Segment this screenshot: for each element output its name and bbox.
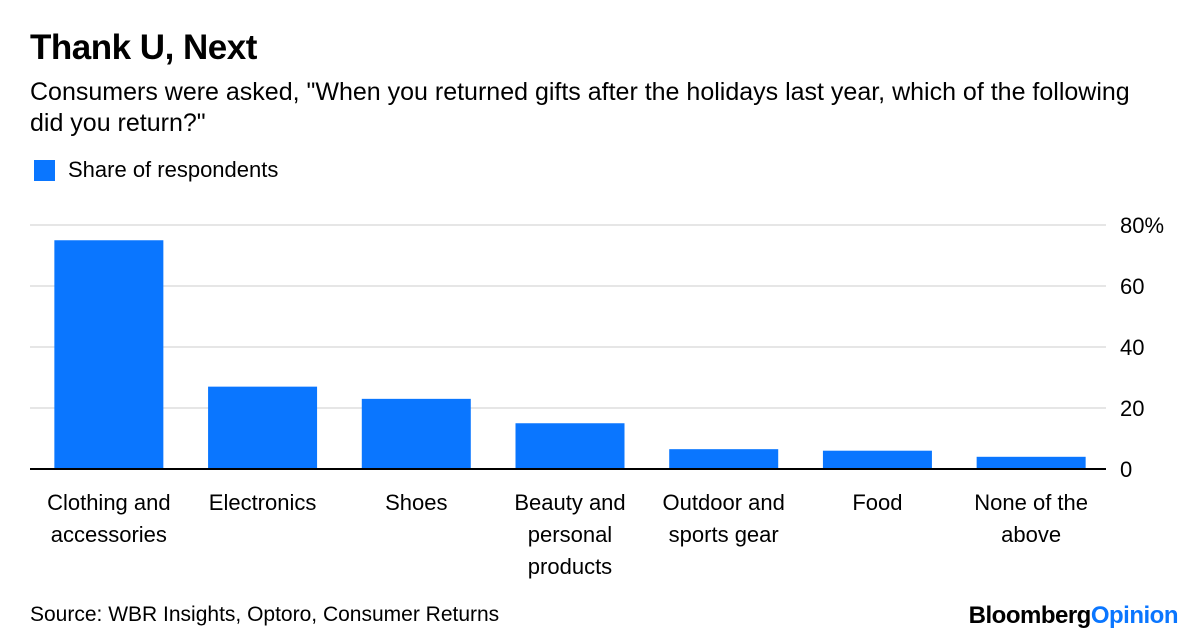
chart-subtitle: Consumers were asked, "When you returned… [30, 78, 1130, 137]
x-tick-label: Outdoor and sports gear [663, 490, 785, 547]
bar [822, 450, 932, 469]
bar [515, 423, 625, 469]
source-note: Source: WBR Insights, Optoro, Consumer R… [30, 603, 500, 626]
y-tick-label: 20 [1120, 396, 1144, 421]
y-tick-label: 40 [1120, 335, 1144, 360]
legend-label: Share of respondents [68, 157, 279, 182]
y-tick-label: 60 [1120, 274, 1144, 299]
logo-opinion: Opinion [1090, 602, 1179, 629]
x-tick-label: Electronics [209, 490, 317, 515]
chart-title: Thank U, Next [30, 28, 257, 67]
y-tick-label: 80% [1120, 213, 1164, 238]
legend-swatch [34, 159, 55, 181]
y-tick-label: 0 [1120, 457, 1132, 482]
bar [208, 386, 318, 469]
legend: Share of respondents [34, 155, 278, 185]
bar [976, 456, 1086, 469]
bloomberg-opinion-logo: BloombergOpinion [968, 602, 1179, 630]
x-tick-label: None of the above [974, 490, 1088, 547]
bar [54, 240, 164, 469]
x-tick-label: Food [852, 490, 902, 515]
bar [669, 449, 779, 469]
bar [361, 398, 471, 469]
x-tick-label: Beauty and personal products [514, 490, 625, 579]
logo-bloomberg: Bloomberg [968, 602, 1092, 629]
x-tick-label: Clothing and accessories [47, 490, 171, 547]
bar-chart: 0 20 40 60 80% Clothing and accessories Electro… [30, 213, 1164, 579]
x-tick-label: Shoes [385, 490, 447, 515]
